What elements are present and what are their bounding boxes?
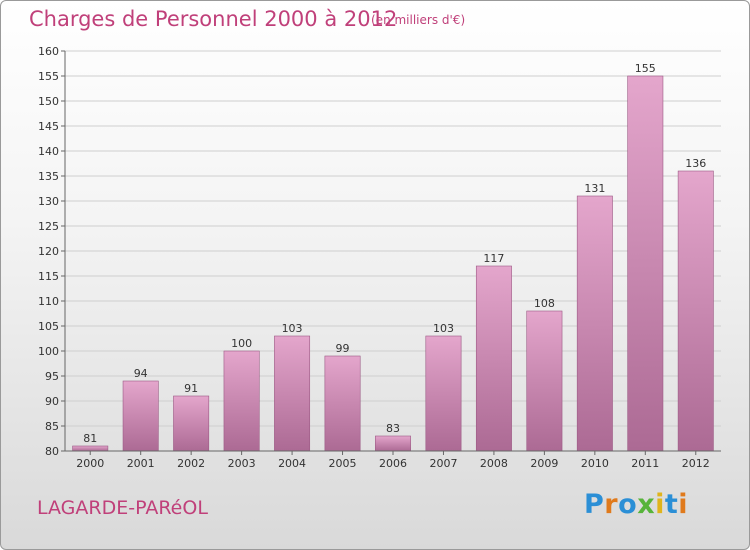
bar-2010 — [576, 195, 613, 452]
bar-2009 — [526, 310, 563, 452]
data-label: 91 — [184, 382, 198, 395]
data-label: 117 — [483, 252, 504, 265]
bar-2006 — [375, 435, 411, 452]
data-label: 81 — [83, 432, 97, 445]
bar-2005 — [324, 355, 361, 452]
chart-subtitle: (en milliers d'€) — [371, 13, 466, 27]
data-label: 83 — [386, 422, 400, 435]
y-tick-label: 160 — [38, 45, 59, 58]
bar-2012 — [677, 170, 714, 452]
data-label: 100 — [231, 337, 252, 350]
y-tick-label: 115 — [38, 270, 59, 283]
y-tick-label: 105 — [38, 320, 59, 333]
y-tick-label: 125 — [38, 220, 59, 233]
y-tick-label: 95 — [45, 370, 59, 383]
data-label: 103 — [282, 322, 303, 335]
bar-2011 — [627, 75, 664, 452]
y-tick-label: 110 — [38, 295, 59, 308]
x-tick-label: 2002 — [177, 457, 205, 470]
x-tick-label: 2000 — [76, 457, 104, 470]
x-tick-label: 2012 — [682, 457, 710, 470]
y-tick-label: 140 — [38, 145, 59, 158]
bar-2008 — [475, 265, 512, 452]
y-tick-label: 80 — [45, 445, 59, 458]
x-tick-label: 2001 — [127, 457, 155, 470]
axes: 80 85 90 95 100 105 110 115 120 125 130 135 140 145 15… — [38, 45, 721, 470]
bar-2000 — [72, 445, 109, 452]
data-label: 131 — [584, 182, 605, 195]
grid-lines — [65, 50, 721, 452]
bar-2003 — [223, 350, 260, 452]
y-tick-label: 150 — [38, 95, 59, 108]
y-tick-label: 100 — [38, 345, 59, 358]
x-tick-label: 2003 — [228, 457, 256, 470]
x-tick-label: 2009 — [530, 457, 558, 470]
proxiti-logo: Proxiti — [584, 489, 689, 520]
x-tick-label: 2004 — [278, 457, 306, 470]
y-tick-label: 120 — [38, 245, 59, 258]
x-tick-label: 2007 — [429, 457, 457, 470]
data-label: 136 — [685, 157, 706, 170]
bar-2004 — [274, 335, 311, 452]
y-tick-label: 85 — [45, 420, 59, 433]
data-label: 99 — [336, 342, 350, 355]
x-tick-label: 2006 — [379, 457, 407, 470]
chart-title: Charges de Personnel 2000 à 2012 — [29, 7, 398, 31]
bar-2002 — [173, 395, 210, 452]
bars — [72, 75, 714, 452]
bar-2001 — [122, 380, 159, 452]
x-tick-label: 2008 — [480, 457, 508, 470]
data-label: 103 — [433, 322, 454, 335]
data-label: 94 — [134, 367, 148, 380]
commune-name: LAGARDE-PARéOL — [37, 497, 208, 519]
y-tick-label: 90 — [45, 395, 59, 408]
data-labels: 81 94 91 100 103 99 83 103 117 108 131 155 136 — [83, 62, 706, 445]
y-tick-label: 130 — [38, 195, 59, 208]
data-label: 155 — [635, 62, 656, 75]
y-tick-label: 145 — [38, 120, 59, 133]
x-tick-label: 2005 — [329, 457, 357, 470]
y-tick-label: 135 — [38, 170, 59, 183]
x-tick-label: 2011 — [631, 457, 659, 470]
x-tick-label: 2010 — [581, 457, 609, 470]
bar-2007 — [425, 335, 462, 452]
y-tick-label: 155 — [38, 70, 59, 83]
data-label: 108 — [534, 297, 555, 310]
